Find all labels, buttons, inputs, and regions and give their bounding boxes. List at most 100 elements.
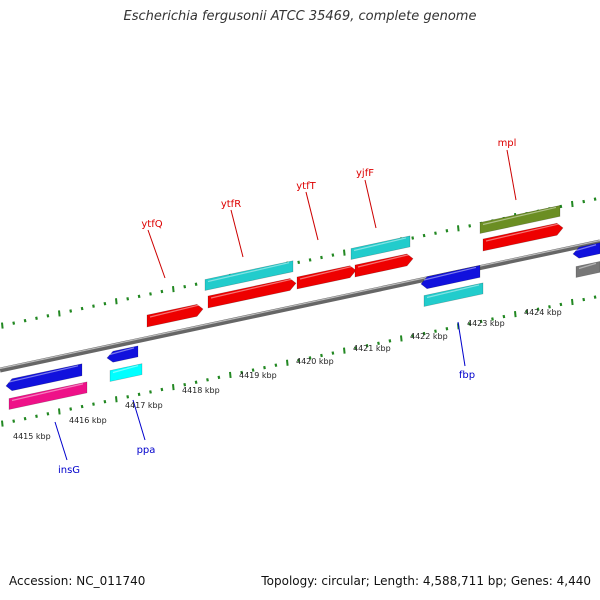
inner-tick-mark [115, 396, 118, 403]
inner-tick-mark [137, 392, 141, 397]
gene-insg-highlight [8, 365, 79, 383]
outer-tick-mark [411, 236, 415, 240]
gene-label-yjff[interactable]: yjfF [356, 168, 374, 179]
inner-tick-mark [411, 334, 415, 338]
gene-insg [5, 363, 83, 392]
inner-tick-mark [331, 351, 335, 355]
outer-tick-mark [571, 200, 574, 208]
inner-tick-mark [23, 416, 27, 421]
feature-edge-grey-highlight [578, 262, 597, 270]
outer-tick-mark [35, 316, 38, 320]
kbp-label: 4424 kbp [524, 308, 562, 317]
outer-tick-mark [468, 224, 472, 228]
inner-tick-mark [320, 353, 323, 358]
outer-tick-mark [69, 309, 73, 313]
inner-tick-mark [514, 311, 517, 318]
inner-tick-mark [434, 329, 437, 333]
fbp-leader-line [457, 321, 466, 367]
feature-mpl-cds-highlight [482, 206, 557, 226]
outer-tick-mark [308, 258, 312, 262]
inner-tick-mark [240, 370, 244, 375]
feature-fbp-cds [423, 282, 484, 307]
outer-tick-mark [160, 289, 164, 294]
insg-leader-line [54, 421, 68, 461]
inner-tick-mark [80, 404, 84, 409]
gene-ytfq-highlight [149, 304, 200, 318]
gene-edge-blue [572, 242, 600, 259]
feature-track [5, 205, 600, 410]
gene-ytfr [207, 278, 297, 309]
gene-label-mpl[interactable]: mpl [498, 138, 517, 149]
inner-tick-mark [582, 297, 586, 302]
kbp-label: 4423 kbp [467, 319, 505, 328]
gene-label-fbp[interactable]: fbp [459, 370, 475, 381]
inner-tick-mark [445, 327, 449, 331]
feature-ytfr-cds-highlight [207, 262, 290, 283]
inner-tick-mark [58, 408, 61, 415]
gene-ppa [106, 345, 139, 363]
inner-tick-mark [183, 382, 187, 387]
inner-tick-mark [365, 344, 369, 348]
kbp-label: 4417 kbp [125, 401, 163, 410]
inner-tick-mark [263, 365, 266, 370]
outer-tick-mark [126, 297, 130, 301]
gene-label-insg[interactable]: insG [58, 465, 80, 476]
map-title: Escherichia fergusonii ATCC 35469, compl… [123, 9, 477, 24]
genome-summary-text: Topology: circular; Length: 4,588,711 bp… [261, 574, 591, 588]
outer-tick-mark [343, 249, 346, 256]
inner-tick-mark [149, 390, 152, 394]
gene-edge-blue-highlight [575, 244, 597, 252]
outer-tick-mark [183, 284, 187, 289]
kbp-label: 4418 kbp [182, 386, 220, 395]
feature-yjff-cds [350, 235, 411, 260]
outer-tick-mark [582, 199, 586, 204]
outer-tick-mark [115, 298, 118, 305]
gene-fbp-highlight [423, 266, 477, 281]
inner-tick-mark [286, 359, 289, 366]
feature-ppa-cds-highlight [112, 365, 139, 374]
ytft-leader-line [305, 191, 319, 241]
kbp-label: 4419 kbp [239, 371, 277, 380]
outer-tick-mark [434, 231, 437, 235]
gene-mpl-highlight [485, 223, 560, 242]
feature-ytfr-cds [204, 260, 294, 291]
gene-label-ytfq[interactable]: ytfQ [141, 219, 162, 230]
yjff-leader-line [364, 179, 377, 229]
outer-tick-mark [559, 204, 563, 209]
gene-ytft [296, 265, 357, 290]
outer-tick-mark [137, 294, 141, 299]
gene-fbp [420, 265, 481, 290]
inner-tick-mark [422, 331, 426, 336]
feature-fbp-cds-highlight [426, 284, 480, 299]
inner-tick-mark [548, 305, 551, 309]
kbp-label: 4415 kbp [13, 432, 51, 441]
inner-tick-mark [525, 309, 529, 314]
feature-mpl-cds [479, 205, 561, 234]
outer-tick-mark [149, 292, 152, 296]
gene-label-ytfr[interactable]: ytfR [221, 199, 241, 210]
gene-ytft-highlight [299, 265, 353, 280]
feature-insg-cds-highlight [11, 383, 84, 402]
inner-tick-mark [217, 375, 221, 380]
gene-label-ytft[interactable]: ytfT [296, 181, 316, 192]
kbp-label: 4421 kbp [353, 344, 391, 353]
inner-tick-mark [160, 387, 164, 392]
ppa-leader-line [132, 399, 146, 441]
feature-insg-cds [8, 381, 88, 410]
outer-tick-mark [46, 314, 50, 318]
inner-tick-mark [297, 358, 301, 363]
gene-ppa-highlight [109, 347, 135, 356]
outer-tick-mark [194, 282, 198, 286]
inner-tick-mark [172, 383, 175, 391]
feature-ppa-cds [109, 363, 143, 382]
inner-tick-mark [388, 339, 392, 343]
inner-tick-mark [12, 419, 16, 423]
inner-tick-mark [206, 378, 209, 382]
outer-tick-mark [1, 322, 4, 329]
ytfq-leader-line [147, 229, 166, 279]
inner-tick-mark [1, 420, 4, 427]
gene-label-ppa[interactable]: ppa [137, 445, 156, 456]
ytfr-leader-line [230, 209, 244, 258]
inner-tick-mark [103, 399, 107, 404]
